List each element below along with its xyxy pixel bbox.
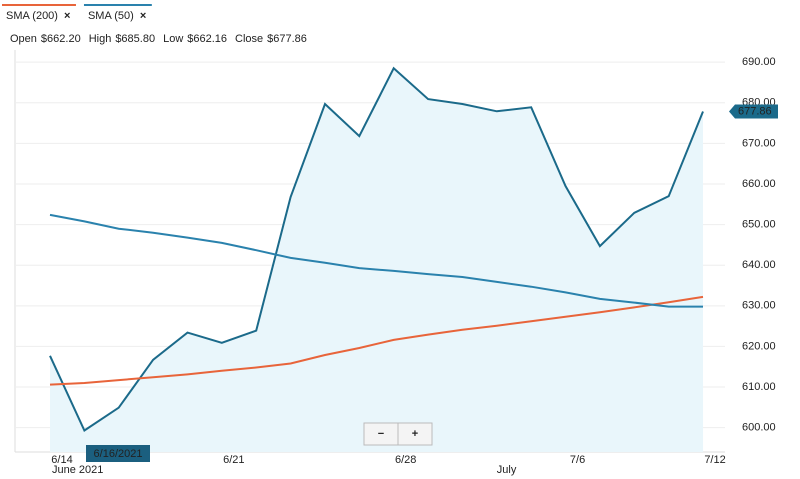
- x-group-label: July: [497, 464, 517, 476]
- last-price-tag: [729, 104, 778, 119]
- y-tick-label: 660.00: [742, 178, 776, 190]
- quote-value: $662.20: [41, 33, 81, 45]
- cursor-date: 6/16/2021: [94, 448, 143, 460]
- zoom-button-label[interactable]: −: [378, 428, 384, 440]
- sma-line: [49, 213, 703, 308]
- x-tick-label: 6/14: [51, 454, 72, 466]
- quote-value: $685.80: [115, 33, 155, 45]
- y-tick-label: 630.00: [742, 300, 776, 312]
- indicator-label: SMA (50): [88, 10, 134, 22]
- y-tick-label: 670.00: [742, 137, 776, 149]
- quote-value: $677.86: [267, 33, 307, 45]
- remove-indicator[interactable]: ×: [64, 10, 70, 22]
- price-area: [50, 68, 704, 453]
- zoom-button[interactable]: [397, 422, 433, 446]
- zoom-button-label[interactable]: +: [412, 428, 418, 440]
- y-tick-label: 610.00: [742, 381, 776, 393]
- indicator-label: SMA (200): [6, 10, 58, 22]
- y-tick-label: 640.00: [742, 259, 776, 271]
- y-tick-label: 650.00: [742, 219, 776, 231]
- quote-label: Open: [10, 33, 37, 45]
- sma-line: [49, 295, 704, 386]
- y-tick-label: 620.00: [742, 340, 776, 352]
- y-tick-label: 600.00: [742, 422, 776, 434]
- x-tick-label: 7/6: [570, 454, 585, 466]
- y-tick-label: 690.00: [742, 56, 776, 68]
- quote-label: Close: [235, 33, 263, 45]
- x-tick-label: 7/12: [704, 454, 725, 466]
- quote-value: $662.16: [187, 33, 227, 45]
- x-group-label: June 2021: [52, 464, 103, 476]
- quote-label: High: [89, 33, 112, 45]
- x-tick-label: 6/28: [395, 454, 416, 466]
- remove-indicator[interactable]: ×: [140, 10, 146, 22]
- x-tick-label: 6/21: [223, 454, 244, 466]
- last-price-label: 677.86: [738, 105, 772, 117]
- quote-label: Low: [163, 33, 183, 45]
- price-line: [49, 66, 704, 432]
- cursor-date-box: [86, 445, 150, 462]
